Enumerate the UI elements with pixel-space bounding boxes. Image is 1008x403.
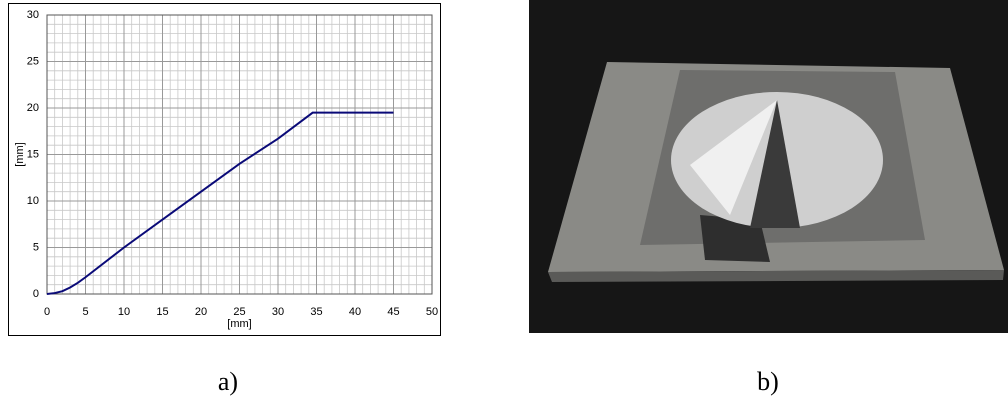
x-tick-label: 40 (349, 306, 361, 318)
caption: a) (218, 367, 238, 396)
x-axis-label: [mm] (227, 318, 251, 330)
x-tick-label: 50 (426, 306, 438, 318)
x-tick-label: 10 (118, 306, 130, 318)
x-tick-label: 30 (272, 306, 284, 318)
x-tick-label: 15 (156, 306, 168, 318)
figure: 0 5 10 15 20 25 30 35 40 45 50 0 5 10 15 20 25 30 [mm] [mm]… (0, 0, 1008, 403)
y-tick-label: 10 (27, 195, 39, 207)
x-tick-label: 25 (233, 306, 245, 318)
x-tick-label: 5 (82, 306, 88, 318)
y-tick-label: 15 (27, 148, 39, 160)
caption: b) (757, 367, 779, 396)
x-tick-label: 0 (44, 306, 50, 318)
plate-edge (548, 270, 1004, 282)
photo (529, 0, 1008, 333)
x-tick-label: 45 (387, 306, 399, 318)
page: {"chart_data": {"type": "line", "x_label… (0, 0, 1008, 403)
y-tick-label: 20 (27, 102, 39, 114)
y-tick-label: 0 (33, 288, 39, 300)
y-tick-label: 30 (27, 9, 39, 21)
y-tick-label: 25 (27, 55, 39, 67)
y-axis-label: [mm] (14, 142, 26, 166)
x-tick-label: 35 (310, 306, 322, 318)
x-tick-label: 20 (195, 306, 207, 318)
y-tick-label: 5 (33, 241, 39, 253)
